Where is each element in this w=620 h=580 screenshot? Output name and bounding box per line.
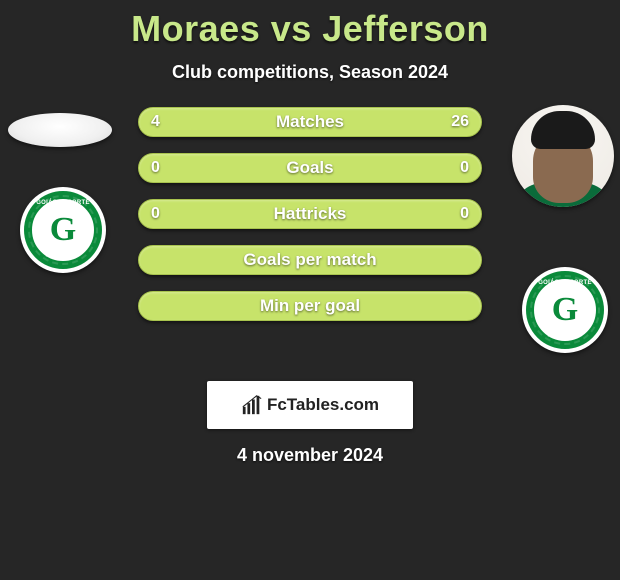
stat-bar-mpg: Min per goal	[138, 291, 482, 321]
chart-icon	[241, 394, 263, 416]
stat-bars: Matches 4 26 Goals 0 0 Hattricks 0 0 Goals per ma…	[138, 107, 482, 337]
page-subtitle: Club competitions, Season 2024	[0, 62, 620, 83]
club-text-bot: · 6·4·1943 ·	[46, 254, 81, 260]
stat-label: Min per goal	[260, 296, 360, 316]
player-left-avatar	[8, 113, 112, 147]
stat-label: Goals per match	[243, 250, 376, 270]
stat-bar-matches: Matches 4 26	[138, 107, 482, 137]
club-letter: G	[552, 291, 578, 329]
stat-bar-goals: Goals 0 0	[138, 153, 482, 183]
comparison-panel: GOIÁS ESPORTE G · 6·4·1943 · GOIÁS ESPOR…	[0, 113, 620, 373]
stat-value-right: 26	[451, 113, 469, 131]
club-text-top: GOIÁS ESPORTE	[538, 280, 592, 286]
player-left-club-badge: GOIÁS ESPORTE G · 6·4·1943 ·	[20, 187, 106, 273]
stat-bar-gpm: Goals per match	[138, 245, 482, 275]
avatar-hair	[531, 111, 595, 149]
club-text-top: GOIÁS ESPORTE	[36, 200, 90, 206]
club-ring-icon: GOIÁS ESPORTE G · 6·4·1943 ·	[526, 271, 604, 349]
club-ring-icon: GOIÁS ESPORTE G · 6·4·1943 ·	[24, 191, 102, 269]
stat-value-left: 0	[151, 159, 160, 177]
branding-text: FcTables.com	[267, 395, 379, 415]
page-title: Moraes vs Jefferson	[0, 8, 620, 50]
stat-label: Matches	[276, 112, 344, 132]
player-right-club-badge: GOIÁS ESPORTE G · 6·4·1943 ·	[522, 267, 608, 353]
club-letter: G	[50, 211, 76, 249]
branding-box[interactable]: FcTables.com	[207, 381, 413, 429]
footer-date: 4 november 2024	[0, 445, 620, 466]
stat-value-right: 0	[460, 205, 469, 223]
stat-label: Goals	[286, 158, 333, 178]
club-text-bot: · 6·4·1943 ·	[548, 334, 583, 340]
player-right-avatar	[512, 105, 614, 207]
stat-label: Hattricks	[274, 204, 347, 224]
stat-value-right: 0	[460, 159, 469, 177]
stat-value-left: 0	[151, 205, 160, 223]
stat-value-left: 4	[151, 113, 160, 131]
stat-bar-hattricks: Hattricks 0 0	[138, 199, 482, 229]
